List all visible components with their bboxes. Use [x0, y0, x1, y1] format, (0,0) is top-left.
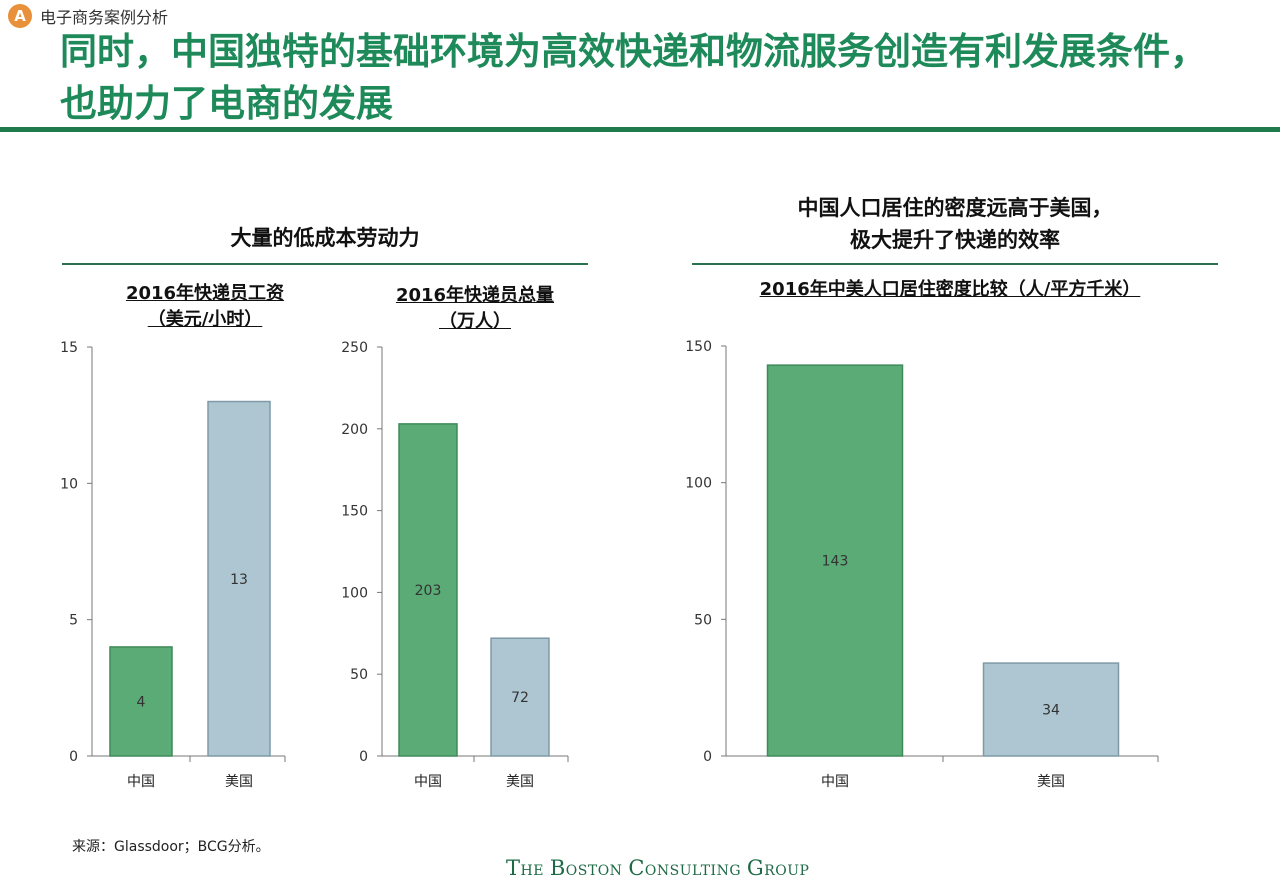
- title-divider: [0, 127, 1280, 132]
- courier-count-y-tick-label: 150: [341, 504, 368, 520]
- wage-y-tick-label: 0: [69, 749, 78, 765]
- courier-count-chart-title: 2016年快递员总量 （万人）: [395, 285, 555, 332]
- density-y-tick-label: 150: [685, 339, 712, 355]
- left-panel-heading: 大量的低成本劳动力: [230, 226, 420, 250]
- section-label: 电子商务案例分析: [40, 8, 169, 27]
- density-data-label: 143: [822, 554, 849, 570]
- page-title: 同时，中国独特的基础环境为高效快递和物流服务创造有利发展条件，也助力了电商的发展: [60, 30, 1207, 125]
- right-panel-heading: 中国人口居住的密度远高于美国， 极大提升了快递的效率: [797, 196, 1113, 252]
- courier-count-y-tick-label: 100: [341, 585, 368, 601]
- courier-count-data-label: 72: [511, 690, 529, 706]
- courier-count-category-label: 美国: [506, 774, 534, 790]
- wage-y-tick-label: 15: [60, 340, 78, 356]
- density-y-tick-label: 0: [703, 749, 712, 765]
- wage-bar-china: [109, 646, 173, 757]
- density-y-tick-label: 100: [685, 476, 712, 492]
- courier-count-data-label: 203: [415, 583, 442, 599]
- wage-y-tick-label: 10: [60, 476, 78, 492]
- density-bar-china: [766, 364, 904, 757]
- wage-y-tick-label: 5: [69, 613, 78, 629]
- courier-count-y-tick-label: 200: [341, 422, 368, 438]
- courier-count-bar-china: [398, 423, 458, 757]
- courier-count-y-tick-label: 0: [359, 749, 368, 765]
- density-category-label: 中国: [821, 774, 849, 790]
- courier-count-y-tick-label: 250: [341, 340, 368, 356]
- density-bar-usa: [982, 662, 1120, 757]
- wage-bar-usa: [207, 400, 271, 757]
- density-y-tick-label: 50: [694, 612, 712, 628]
- source-note: 来源：Glassdoor；BCG分析。: [72, 839, 270, 855]
- density-chart-title: 2016年中美人口居住密度比较（人/平方千米）: [759, 279, 1141, 300]
- right-panel-divider: [692, 263, 1218, 265]
- wage-category-label: 中国: [127, 774, 155, 790]
- wage-chart-title: 2016年快递员工资 （美元/小时）: [125, 283, 285, 330]
- section-badge: A: [8, 4, 32, 28]
- courier-count-category-label: 中国: [414, 774, 442, 790]
- density-category-label: 美国: [1037, 774, 1065, 790]
- density-data-label: 34: [1042, 703, 1060, 719]
- wage-data-label: 4: [137, 694, 146, 710]
- courier-count-y-tick-label: 50: [350, 667, 368, 683]
- wage-data-label: 13: [230, 572, 248, 588]
- wage-category-label: 美国: [225, 774, 253, 790]
- courier-count-bar-usa: [490, 637, 550, 757]
- left-panel-divider: [62, 263, 588, 265]
- bcg-logo: THE BOSTON CONSULTING GROUP: [506, 856, 810, 880]
